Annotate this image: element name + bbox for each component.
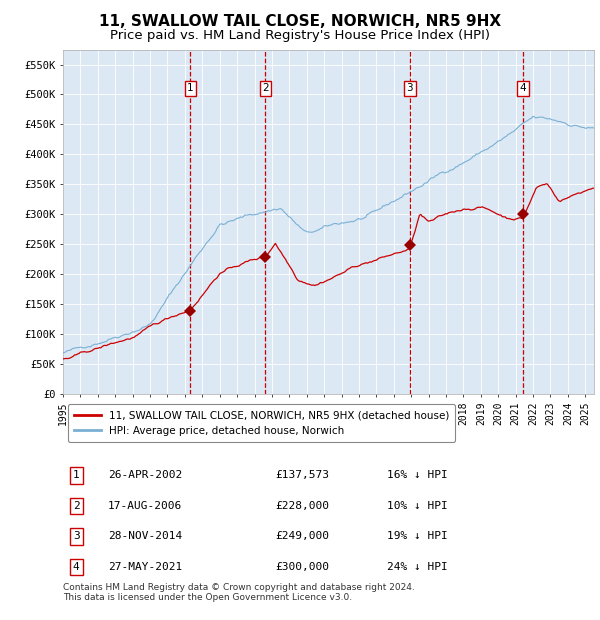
- Text: 11, SWALLOW TAIL CLOSE, NORWICH, NR5 9HX: 11, SWALLOW TAIL CLOSE, NORWICH, NR5 9HX: [99, 14, 501, 29]
- Text: 2: 2: [262, 84, 269, 94]
- Text: 2: 2: [73, 501, 80, 511]
- Text: Contains HM Land Registry data © Crown copyright and database right 2024.
This d: Contains HM Land Registry data © Crown c…: [63, 583, 415, 602]
- Text: 1: 1: [187, 84, 194, 94]
- Text: 17-AUG-2006: 17-AUG-2006: [108, 501, 182, 511]
- Text: 26-APR-2002: 26-APR-2002: [108, 471, 182, 480]
- Text: £300,000: £300,000: [275, 562, 329, 572]
- Text: 3: 3: [73, 531, 80, 541]
- Text: 4: 4: [520, 84, 526, 94]
- Text: £249,000: £249,000: [275, 531, 329, 541]
- Text: £137,573: £137,573: [275, 471, 329, 480]
- Text: Price paid vs. HM Land Registry's House Price Index (HPI): Price paid vs. HM Land Registry's House …: [110, 30, 490, 42]
- Text: £228,000: £228,000: [275, 501, 329, 511]
- Text: 28-NOV-2014: 28-NOV-2014: [108, 531, 182, 541]
- Text: 24% ↓ HPI: 24% ↓ HPI: [387, 562, 448, 572]
- Text: 4: 4: [73, 562, 80, 572]
- Text: 19% ↓ HPI: 19% ↓ HPI: [387, 531, 448, 541]
- Text: 10% ↓ HPI: 10% ↓ HPI: [387, 501, 448, 511]
- Text: 16% ↓ HPI: 16% ↓ HPI: [387, 471, 448, 480]
- Legend: 11, SWALLOW TAIL CLOSE, NORWICH, NR5 9HX (detached house), HPI: Average price, d: 11, SWALLOW TAIL CLOSE, NORWICH, NR5 9HX…: [68, 404, 455, 442]
- Text: 3: 3: [406, 84, 413, 94]
- Text: 27-MAY-2021: 27-MAY-2021: [108, 562, 182, 572]
- Text: 1: 1: [73, 471, 80, 480]
